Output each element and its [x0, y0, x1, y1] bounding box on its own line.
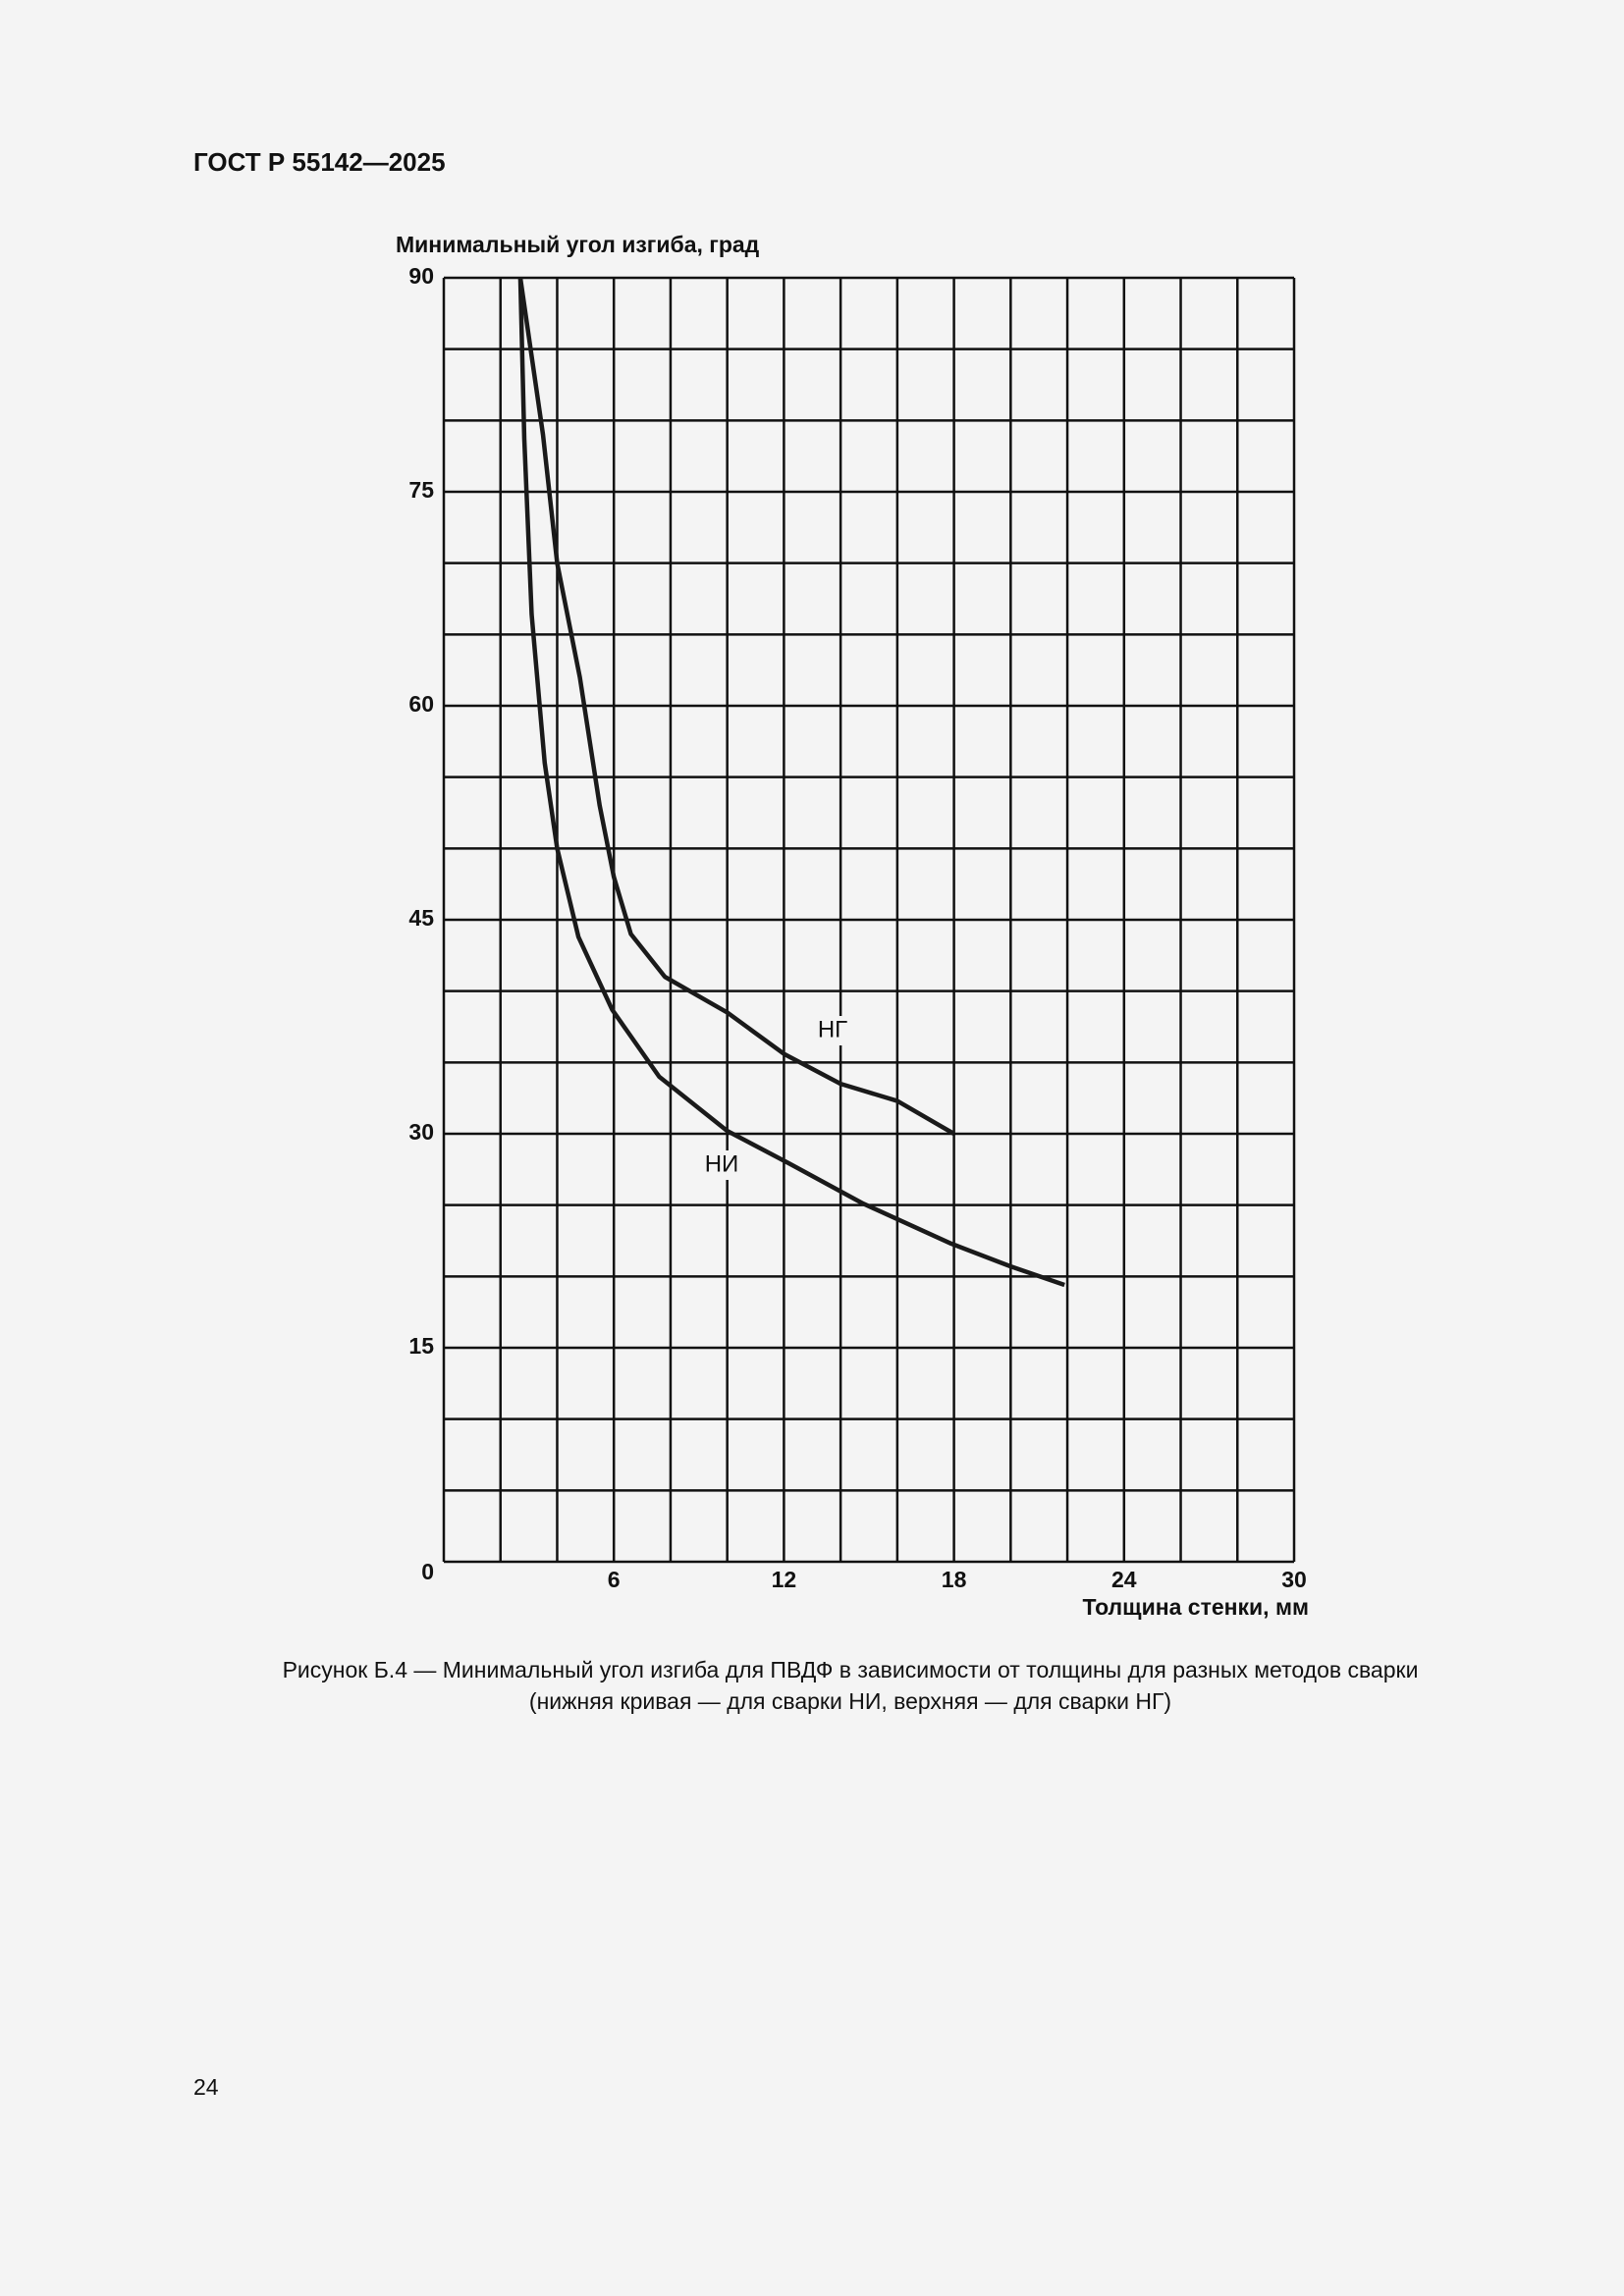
x-tick-label: 30 — [1281, 1567, 1307, 1592]
caption-line: Рисунок Б.4 — Минимальный угол изгиба дл… — [283, 1657, 1419, 1682]
page-number: 24 — [193, 2074, 219, 2100]
y-tick-label: 15 — [408, 1333, 434, 1359]
y-tick-label: 90 — [408, 263, 434, 289]
label-bg — [700, 1150, 743, 1180]
label-bg — [811, 1016, 854, 1045]
curve — [517, 277, 1065, 1288]
x-tick-label: 24 — [1111, 1567, 1137, 1592]
curve-label: НИ — [705, 1150, 739, 1177]
x-tick-label: 12 — [772, 1567, 797, 1592]
curve-label: НГ — [818, 1016, 847, 1042]
y-tick-label: 75 — [408, 477, 434, 503]
y-tick-label: 0 — [421, 1559, 434, 1584]
x-tick-label: 6 — [608, 1567, 621, 1592]
curve — [517, 277, 955, 1136]
header-title: ГОСТ Р 55142—2025 — [193, 147, 446, 177]
y-tick-label: 30 — [408, 1119, 434, 1145]
caption-line: (нижняя кривая — для сварки НИ, верхняя … — [529, 1688, 1171, 1714]
x-axis-label: Толщина стенки, мм — [1082, 1594, 1309, 1620]
y-axis-label: Минимальный угол изгиба, град — [396, 232, 760, 257]
x-tick-label: 18 — [942, 1567, 967, 1592]
y-tick-label: 45 — [408, 905, 434, 931]
y-tick-label: 60 — [408, 691, 434, 717]
